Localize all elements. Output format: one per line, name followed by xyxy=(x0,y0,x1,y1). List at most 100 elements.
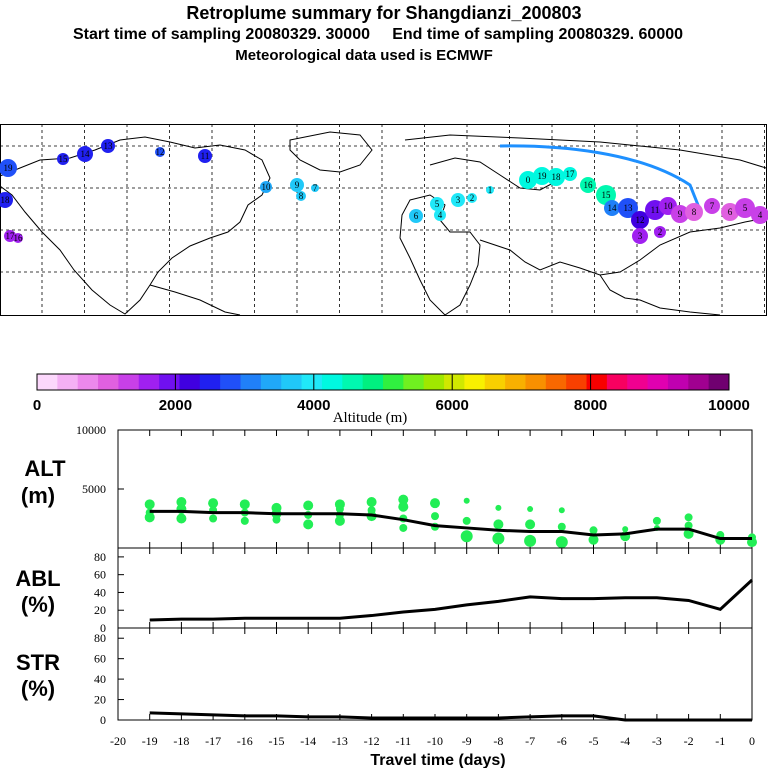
xtick-label: -17 xyxy=(205,734,221,748)
plume-label: 15 xyxy=(602,190,612,200)
plume-circle xyxy=(13,233,23,243)
abl-ylabel-units: (%) xyxy=(21,592,55,617)
plume-circle xyxy=(198,149,212,163)
alt-scatter-point xyxy=(272,515,281,524)
colorbar-swatch xyxy=(37,374,58,390)
alt-scatter-point xyxy=(431,512,439,521)
alt-scatter-point xyxy=(493,519,504,530)
str-panel-frame xyxy=(117,627,753,721)
xtick-label: -10 xyxy=(427,734,443,748)
colorbar-swatch xyxy=(525,374,547,390)
plume-circle xyxy=(57,153,69,165)
coastline-segment xyxy=(0,136,271,315)
colorbar-swatch xyxy=(505,374,526,390)
xtick-label: -9 xyxy=(462,734,472,748)
colorbar-swatch xyxy=(464,374,486,390)
plume-circle xyxy=(409,209,423,223)
xtick-label: 0 xyxy=(749,734,755,748)
coastline-segment xyxy=(429,157,556,191)
plume-circle xyxy=(434,209,446,221)
str-ytick-label: 40 xyxy=(94,672,106,686)
plume-circle xyxy=(654,226,666,238)
alt-scatter-point xyxy=(527,506,534,513)
plume-circle xyxy=(704,198,720,214)
alt-scatter-point xyxy=(176,496,187,507)
figure-title: Retroplume summary for Shangdianzi_20080… xyxy=(186,3,582,23)
plume-circle xyxy=(721,203,739,221)
colorbar-swatch xyxy=(586,374,608,390)
alt-scatter-point xyxy=(303,519,314,530)
plume-label: 19 xyxy=(538,171,548,181)
colorbar-swatch xyxy=(444,374,465,390)
abl-ytick-label: 60 xyxy=(94,568,106,582)
alt-ylabel: ALT xyxy=(24,456,66,481)
xtick-label: -13 xyxy=(332,734,348,748)
alt-scatter-point xyxy=(334,515,345,526)
colorbar-swatch xyxy=(260,374,282,390)
trajectory-arc xyxy=(499,144,702,211)
plume-label: 10 xyxy=(664,201,674,211)
xtick-label: -19 xyxy=(142,734,158,748)
alt-scatter-point xyxy=(589,526,598,535)
plume-circle xyxy=(155,147,165,157)
colorbar-swatch xyxy=(383,374,404,390)
alt-scatter-point xyxy=(239,499,250,510)
plume-label: 14 xyxy=(608,203,618,213)
plume-label: 13 xyxy=(104,141,114,151)
alt-scatter-point xyxy=(399,523,408,532)
coastline-segment xyxy=(479,217,767,276)
xtick-label: -12 xyxy=(364,734,380,748)
colorbar-swatch xyxy=(342,374,364,390)
plume-circle xyxy=(430,197,444,211)
plume-label: 14 xyxy=(81,149,91,159)
plume-label: 17 xyxy=(566,169,576,179)
colorbar-swatch xyxy=(281,374,303,390)
plume-circle xyxy=(618,198,638,218)
alt-scatter-point xyxy=(463,497,470,504)
plume-label: 2 xyxy=(658,227,663,237)
plume-label: 11 xyxy=(201,151,210,161)
plume-label: 11 xyxy=(651,205,660,215)
colorbar-swatch xyxy=(220,374,242,390)
colorbar-swatch xyxy=(77,374,99,390)
alt-scatter-point xyxy=(588,534,599,545)
xtick-label: -15 xyxy=(269,734,285,748)
plume-circle xyxy=(632,228,648,244)
plume-circle xyxy=(735,198,755,218)
plume-label: 4 xyxy=(438,210,443,220)
alt-scatter-point xyxy=(684,521,693,530)
alt-ytick-label: 5000 xyxy=(82,482,106,496)
str-ytick-label: 60 xyxy=(94,652,106,666)
plume-circle xyxy=(596,185,616,205)
plume-label: 1 xyxy=(488,185,493,195)
plume-label: 7 xyxy=(313,183,318,193)
colorbar-swatch xyxy=(138,374,160,390)
xtick-label: -6 xyxy=(557,734,567,748)
plume-circle xyxy=(547,168,565,186)
colorbar-swatch xyxy=(566,374,588,390)
alt-scatter-point xyxy=(492,532,505,545)
plume-label: 4 xyxy=(758,210,763,220)
abl-ytick-label: 20 xyxy=(94,603,106,617)
plume-circle xyxy=(0,192,13,208)
str-ytick-label: 20 xyxy=(94,693,106,707)
str-ytick-label: 0 xyxy=(100,713,106,727)
colorbar-swatch xyxy=(545,374,567,390)
alt-ytick-label: 10000 xyxy=(76,423,106,437)
str-series-line xyxy=(149,711,752,722)
alt-scatter-point xyxy=(208,498,219,509)
plume-circle xyxy=(296,191,306,201)
plume-circle xyxy=(486,186,494,194)
colorbar-swatch xyxy=(199,374,221,390)
plume-circle xyxy=(101,139,115,153)
plume-circle xyxy=(77,146,93,162)
plume-label: 9 xyxy=(295,180,300,190)
abl-series-line xyxy=(149,578,754,622)
plume-circle xyxy=(4,230,16,242)
colorbar-tick-label: 8000 xyxy=(574,397,607,414)
colorbar-swatch xyxy=(179,374,201,390)
plume-label: 16 xyxy=(14,233,24,243)
colorbar-title: Altitude (m) xyxy=(333,410,408,426)
